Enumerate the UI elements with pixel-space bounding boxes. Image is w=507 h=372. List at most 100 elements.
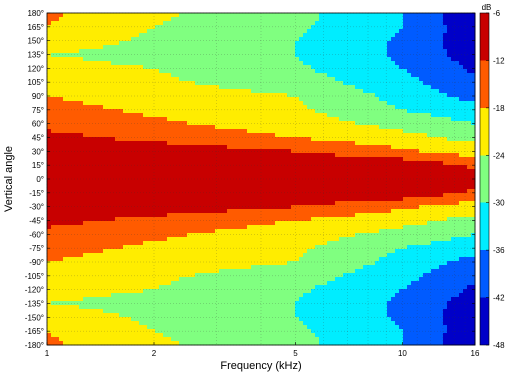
heatmap-cell — [163, 57, 168, 62]
heatmap-cell — [159, 61, 164, 66]
heatmap-cell — [151, 293, 156, 298]
heatmap-cell — [147, 85, 152, 90]
heatmap-cell — [227, 317, 232, 322]
heatmap-cell — [251, 13, 256, 18]
heatmap-cell — [255, 105, 260, 110]
heatmap-cell — [151, 245, 156, 250]
heatmap-cell — [203, 297, 208, 302]
heatmap-cell — [255, 209, 260, 214]
heatmap-cell — [99, 293, 104, 298]
heatmap-cell — [119, 245, 124, 250]
heatmap-cell — [203, 61, 208, 66]
heatmap-cell — [227, 21, 232, 26]
heatmap-cell — [47, 285, 52, 290]
heatmap-cell — [263, 49, 268, 54]
heatmap-cell — [283, 149, 288, 154]
heatmap-cell — [207, 101, 212, 106]
heatmap-cell — [119, 161, 124, 166]
heatmap-cell — [259, 197, 264, 202]
heatmap-cell — [115, 125, 120, 130]
heatmap-cell — [55, 225, 60, 230]
heatmap-cell — [171, 81, 176, 86]
heatmap-cell — [127, 21, 132, 26]
heatmap-cell — [199, 317, 204, 322]
heatmap-cell — [119, 25, 124, 30]
heatmap-cell — [163, 129, 168, 134]
heatmap-cell — [227, 113, 232, 118]
heatmap-cell — [175, 305, 180, 310]
heatmap-cell — [275, 301, 280, 306]
heatmap-cell — [267, 317, 272, 322]
heatmap-cell — [71, 93, 76, 98]
heatmap-cell — [83, 53, 88, 58]
heatmap-cell — [83, 113, 88, 118]
heatmap-cell — [131, 285, 136, 290]
heatmap-cell — [75, 269, 80, 274]
heatmap-cell — [51, 309, 56, 314]
heatmap-cell — [227, 85, 232, 90]
heatmap-cell — [271, 261, 276, 266]
heatmap-cell — [239, 321, 244, 326]
heatmap-cell — [63, 225, 68, 230]
heatmap-cell — [75, 185, 80, 190]
heatmap-cell — [163, 81, 168, 86]
heatmap-cell — [251, 17, 256, 22]
heatmap-cell — [243, 65, 248, 70]
heatmap-cell — [67, 29, 72, 34]
heatmap-cell — [207, 33, 212, 38]
heatmap-cell — [279, 29, 284, 34]
heatmap-cell — [211, 249, 216, 254]
heatmap-cell — [91, 61, 96, 66]
heatmap-cell — [87, 29, 92, 34]
heatmap-cell — [87, 25, 92, 30]
heatmap-cell — [99, 125, 104, 130]
heatmap-cell — [79, 281, 84, 286]
heatmap-cell — [139, 21, 144, 26]
heatmap-cell — [135, 193, 140, 198]
heatmap-cell — [119, 285, 124, 290]
heatmap-cell — [147, 97, 152, 102]
heatmap-cell — [51, 105, 56, 110]
heatmap-cell — [139, 213, 144, 218]
heatmap-cell — [207, 113, 212, 118]
heatmap-cell — [263, 157, 268, 162]
heatmap-cell — [59, 193, 64, 198]
heatmap-cell — [211, 237, 216, 242]
heatmap-cell — [223, 213, 228, 218]
heatmap-cell — [171, 93, 176, 98]
heatmap-cell — [55, 329, 60, 334]
heatmap-cell — [59, 197, 64, 202]
heatmap-cell — [227, 89, 232, 94]
heatmap-cell — [139, 33, 144, 38]
heatmap-cell — [83, 65, 88, 70]
heatmap-cell — [171, 129, 176, 134]
heatmap-cell — [179, 173, 184, 178]
heatmap-cell — [279, 217, 284, 222]
heatmap-cell — [175, 85, 180, 90]
heatmap-cell — [247, 133, 252, 138]
heatmap-cell — [143, 113, 148, 118]
heatmap-cell — [95, 161, 100, 166]
heatmap-cell — [159, 229, 164, 234]
heatmap-cell — [235, 305, 240, 310]
heatmap-cell — [195, 57, 200, 62]
heatmap-cell — [211, 305, 216, 310]
heatmap-cell — [235, 289, 240, 294]
heatmap-cell — [183, 121, 188, 126]
heatmap-cell — [199, 297, 204, 302]
heatmap-cell — [47, 185, 52, 190]
heatmap-cell — [75, 113, 80, 118]
heatmap-cell — [203, 293, 208, 298]
heatmap-cell — [115, 285, 120, 290]
heatmap-cell — [127, 41, 132, 46]
heatmap-cell — [215, 113, 220, 118]
heatmap-cell — [251, 97, 256, 102]
heatmap-cell — [263, 261, 268, 266]
heatmap-cell — [119, 233, 124, 238]
heatmap-cell — [191, 261, 196, 266]
heatmap-cell — [179, 241, 184, 246]
heatmap-cell — [235, 261, 240, 266]
heatmap-cell — [199, 337, 204, 342]
heatmap-cell — [255, 145, 260, 150]
heatmap-cell — [231, 45, 236, 50]
